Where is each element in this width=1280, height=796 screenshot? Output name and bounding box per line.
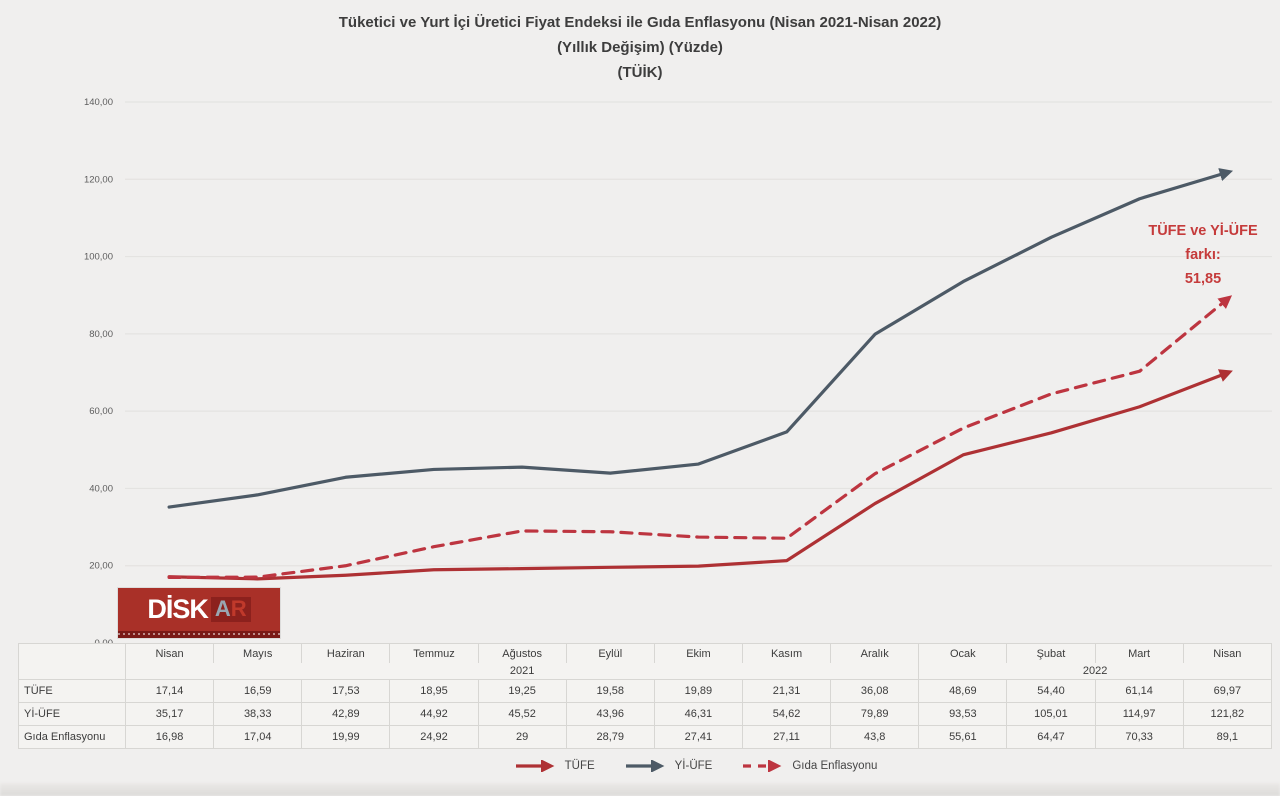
table-header-month: Haziran (301, 643, 391, 663)
y-axis-tick-label: 120,00 (84, 174, 113, 185)
table-header-month: Ağustos (477, 643, 567, 663)
diskar-logo-text: DİSK AR (118, 588, 280, 631)
table-cell: 61,14 (1094, 679, 1184, 703)
table-cell: 121,82 (1182, 702, 1273, 726)
data-table: Nisan Mayıs Haziran Temmuz Ağustos Eylül Ekim K… (18, 643, 1273, 749)
table-header-month: Kasım (741, 643, 832, 663)
table-cell: 70,33 (1094, 725, 1184, 749)
diskar-logo-brand: DİSK (147, 594, 209, 624)
table-header-month: Şubat (1006, 643, 1096, 663)
legend-label: TÜFE (564, 760, 595, 772)
table-cell: 36,08 (830, 679, 920, 703)
table-cell: 114,97 (1094, 702, 1184, 726)
table-cell: 89,1 (1182, 725, 1273, 749)
legend-label: Yİ-ÜFE (674, 760, 713, 772)
chart-annotation-tufe-yiufe-gap: TÜFE ve Yİ-ÜFE farkı: 51,85 (1126, 219, 1280, 291)
table-cell: 38,33 (213, 702, 303, 726)
table-header-month: Aralık (830, 643, 920, 663)
y-axis-tick-label: 80,00 (89, 329, 113, 340)
table-header-month: Ocak (918, 643, 1008, 663)
chart-title-line-2: (Yıllık Değişim) (Yüzde) (557, 39, 723, 56)
chart-title: Tüketici ve Yurt İçi Üretici Fiyat Endek… (0, 10, 1280, 85)
series-line-yi-ufe (167, 168, 1234, 509)
table-row: TÜFE 17,14 16,59 17,53 18,95 19,25 19,58 19,89 2… (18, 679, 1273, 703)
table-cell: 69,97 (1182, 679, 1273, 703)
table-header-month: Eylül (565, 643, 655, 663)
table-cell: 17,53 (301, 679, 391, 703)
table-header-month: Mayıs (213, 643, 303, 663)
legend-line-swatch-tufe (515, 760, 554, 772)
y-axis-tick-label: 60,00 (89, 406, 113, 417)
table-row-label: Gıda Enflasyonu (18, 725, 126, 749)
table-header-year: 2022 (918, 663, 1272, 680)
annotation-line-1: TÜFE ve Yİ-ÜFE (1148, 223, 1258, 239)
table-cell: 16,59 (213, 679, 303, 703)
table-cell: 19,99 (301, 725, 391, 749)
table-cell: 27,41 (653, 725, 743, 749)
table-cell: 45,52 (477, 702, 567, 726)
diskar-logo-suffix: AR (210, 597, 251, 622)
table-header-month: Ekim (653, 643, 743, 663)
table-cell: 17,04 (213, 725, 303, 749)
legend-label: Gıda Enflasyonu (792, 760, 878, 772)
chart-title-line-1: Tüketici ve Yurt İçi Üretici Fiyat Endek… (338, 14, 942, 31)
table-row: Gıda Enflasyonu 16,98 17,04 19,99 24,92 29 28,… (18, 725, 1273, 749)
table-cell: 19,89 (653, 679, 743, 703)
table-cell: 55,61 (918, 725, 1008, 749)
table-header-month: Mart (1094, 643, 1184, 663)
chart-title-line-3: (TÜİK) (617, 64, 663, 81)
table-cell: 46,31 (653, 702, 743, 726)
table-cell: 35,17 (124, 702, 215, 726)
legend-item-yi-ufe: Yİ-ÜFE (623, 760, 713, 772)
table-cell: 54,62 (741, 702, 832, 726)
table-cell: 79,89 (830, 702, 920, 726)
table-cell: 44,92 (389, 702, 479, 726)
y-axis-tick-label: 40,00 (89, 483, 113, 494)
y-axis-tick-label: 140,00 (84, 97, 113, 108)
legend-line-swatch-gida-enflasyonu (743, 760, 782, 772)
series-line-tufe (167, 369, 1233, 581)
annotation-line-2: farkı: (1185, 247, 1221, 263)
table-cell: 24,92 (389, 725, 479, 749)
legend-item-gida-enflasyonu: Gıda Enflasyonu (740, 760, 877, 772)
table-row-label: TÜFE (18, 679, 126, 703)
table-row-label: Yİ-ÜFE (18, 702, 126, 726)
table-cell: 105,01 (1006, 702, 1096, 726)
table-header-month: Temmuz (389, 643, 479, 663)
table-cell: 29 (477, 725, 567, 749)
table-cell: 18,95 (389, 679, 479, 703)
legend-item-tufe: TÜFE (513, 760, 595, 772)
annotation-line-3: 51,85 (1184, 271, 1222, 287)
table-cell: 48,69 (918, 679, 1008, 703)
diskar-logo-subtitle-strip (118, 631, 280, 638)
table-cell: 93,53 (918, 702, 1008, 726)
series-line-gida-enflasyonu (167, 295, 1233, 579)
table-row: Yİ-ÜFE 35,17 38,33 42,89 44,92 45,52 43,96 46,3… (18, 702, 1273, 726)
y-axis-tick-label: 100,00 (84, 252, 113, 263)
y-axis-tick-label: 20,00 (89, 561, 113, 572)
table-cell: 19,25 (477, 679, 567, 703)
table-cell: 17,14 (124, 679, 215, 703)
table-header-month: Nisan (124, 643, 215, 663)
table-cell: 42,89 (301, 702, 391, 726)
table-cell: 43,96 (565, 702, 655, 726)
table-cell: 21,31 (741, 679, 832, 703)
table-cell: 28,79 (565, 725, 655, 749)
table-cell: 16,98 (124, 725, 215, 749)
table-corner-cell (18, 643, 126, 680)
legend-line-swatch-yi-ufe (625, 760, 665, 772)
diskar-logo: DİSK AR (118, 588, 280, 638)
bottom-blur-band (0, 783, 1280, 796)
table-cell: 43,8 (830, 725, 920, 749)
table-header-year: 2021 (124, 663, 920, 680)
chart-legend: TÜFE Yİ-ÜFE Gıda Enflasyonu (55, 760, 1280, 772)
table-cell: 19,58 (565, 679, 655, 703)
table-header-month: Nisan (1182, 643, 1273, 663)
table-cell: 54,40 (1006, 679, 1096, 703)
table-cell: 64,47 (1006, 725, 1096, 749)
table-cell: 27,11 (741, 725, 832, 749)
